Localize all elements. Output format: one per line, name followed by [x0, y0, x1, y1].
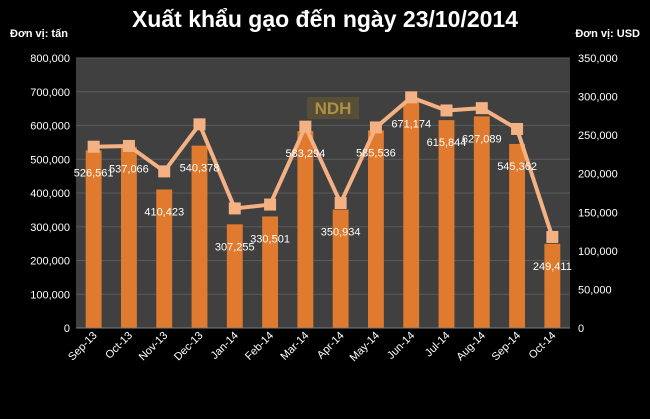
line-marker: [369, 121, 382, 134]
bar-data-label: 585,536: [356, 147, 396, 159]
bar: [509, 143, 526, 328]
x-tick-label: Oct-13: [103, 330, 135, 362]
line-marker: [264, 198, 277, 211]
bar: [297, 131, 314, 328]
left-tick-label: 200,000: [30, 256, 70, 268]
bar-data-label: 350,934: [321, 227, 361, 239]
x-tick-label: Mar-14: [278, 330, 311, 363]
line-marker: [87, 140, 100, 153]
bar: [191, 145, 208, 328]
left-tick-label: 0: [64, 323, 70, 335]
bar-data-label: 540,378: [180, 163, 220, 175]
bar: [544, 243, 561, 328]
x-tick-label: Oct-14: [527, 330, 559, 362]
line-marker: [158, 165, 171, 178]
right-tick-label: 150,000: [578, 207, 618, 219]
right-tick-label: 200,000: [578, 169, 618, 181]
bar-data-label: 671,174: [391, 118, 431, 130]
bar: [156, 189, 173, 328]
x-tick-label: Jul-14: [423, 330, 453, 360]
left-tick-label: 800,000: [30, 53, 70, 65]
right-tick-label: 250,000: [578, 130, 618, 142]
x-tick-label: Feb-14: [243, 330, 276, 363]
line-marker: [475, 102, 488, 115]
bar-data-label: 526,561: [74, 167, 114, 179]
line-marker: [546, 230, 559, 243]
bar-data-label: 615,844: [427, 137, 467, 149]
right-tick-label: 100,000: [578, 246, 618, 258]
left-tick-label: 100,000: [30, 289, 70, 301]
line-marker: [122, 139, 135, 152]
bar-data-label: 249,411: [533, 261, 572, 273]
right-tick-label: 0: [578, 323, 584, 335]
right-axis-unit: Đơn vị: USD: [575, 28, 640, 40]
line-marker: [193, 118, 206, 131]
bar: [85, 150, 102, 328]
right-tick-label: 300,000: [578, 92, 618, 104]
bar-data-label: 307,255: [215, 241, 255, 253]
watermark-logo: NDH: [315, 99, 352, 118]
bar-data-label: 330,501: [250, 233, 290, 245]
x-tick-label: Nov-13: [137, 330, 171, 364]
bar: [262, 216, 279, 328]
bar-data-label: 537,066: [109, 164, 149, 176]
bar-data-label: 627,089: [462, 133, 502, 145]
x-tick-label: May-14: [348, 330, 382, 364]
bar: [473, 116, 490, 329]
line-marker: [440, 104, 453, 117]
line-marker: [405, 91, 418, 104]
bar: [403, 101, 420, 328]
bar: [438, 120, 455, 328]
x-tick-label: Apr-14: [315, 330, 347, 362]
line-marker: [511, 122, 524, 135]
left-tick-label: 400,000: [30, 188, 70, 200]
bar-data-label: 583,294: [285, 148, 325, 160]
bar-data-label: 545,362: [497, 161, 537, 173]
right-tick-label: 350,000: [578, 53, 618, 65]
bar-data-label: 410,423: [144, 206, 184, 218]
chart-title: Xuất khẩu gạo đến ngày 23/10/2014: [131, 6, 519, 32]
line-marker: [228, 202, 241, 215]
left-tick-label: 600,000: [30, 121, 70, 133]
x-tick-label: Jun-14: [385, 330, 417, 362]
left-tick-label: 300,000: [30, 222, 70, 234]
left-tick-label: 500,000: [30, 154, 70, 166]
x-tick-label: Sep-13: [66, 330, 100, 364]
x-tick-label: Jan-14: [209, 330, 241, 362]
bar: [226, 224, 243, 328]
x-tick-label: Sep-14: [490, 330, 524, 364]
x-tick-label: Aug-14: [454, 330, 488, 364]
watermark-logo-box: [307, 97, 359, 119]
left-axis-unit: Đơn vị: tấn: [10, 28, 68, 40]
bar: [120, 146, 137, 328]
line-marker: [299, 120, 312, 133]
left-tick-label: 700,000: [30, 87, 70, 99]
bar: [367, 130, 384, 328]
x-tick-label: Dec-13: [172, 330, 206, 364]
bar: [332, 209, 349, 328]
line-marker: [334, 197, 347, 210]
right-tick-label: 50,000: [578, 284, 612, 296]
